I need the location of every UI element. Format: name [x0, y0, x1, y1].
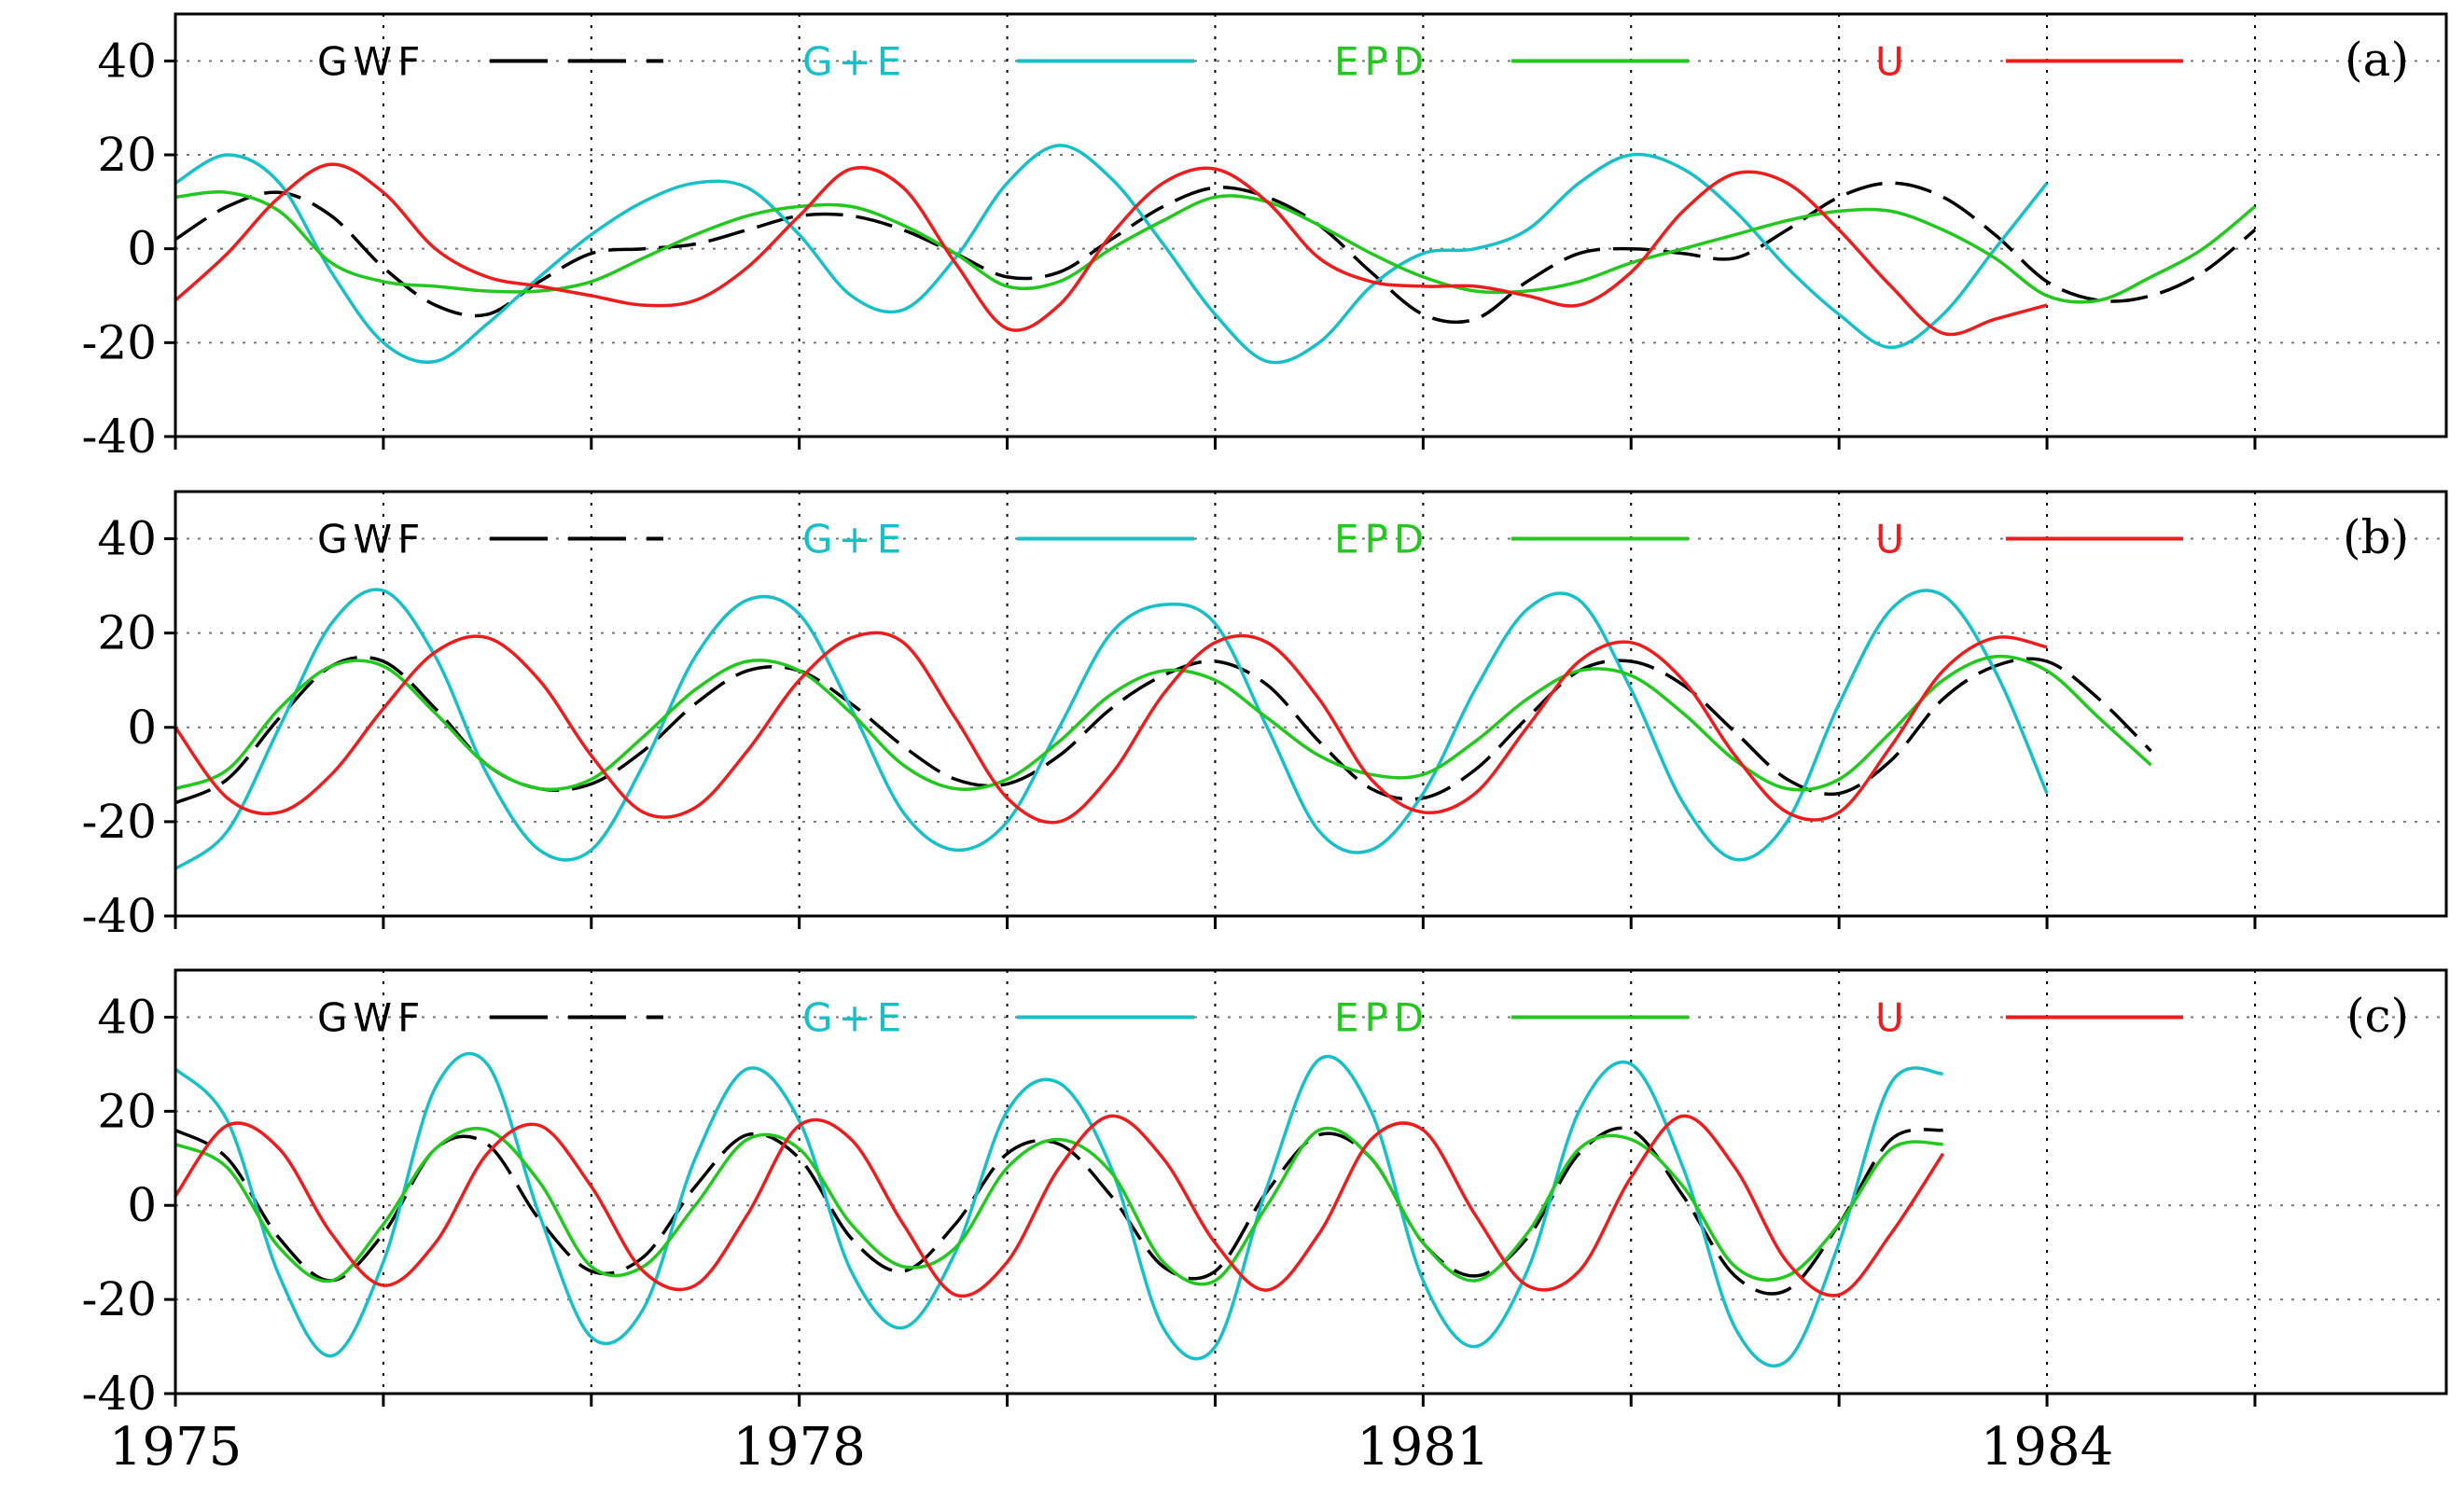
y-tick-label: 20	[97, 128, 157, 182]
series-line-epd	[175, 654, 2152, 792]
y-tick-label: -20	[81, 1272, 157, 1326]
x-axis-tick-labels: 1975 1978 1981 1984	[109, 1417, 2114, 1478]
y-tick-label: 20	[97, 1084, 157, 1138]
series-line-u	[175, 1114, 1945, 1298]
series-line-gpluse	[175, 144, 2049, 365]
legend-label-gwf: GWF	[317, 38, 425, 84]
y-tick-label: -20	[81, 315, 157, 369]
plot-frame	[174, 490, 2448, 918]
plot-frame	[174, 12, 2448, 438]
series-line-epd	[175, 1126, 1943, 1286]
legend-label-u: U	[1875, 38, 1910, 84]
panel-label: (b)	[2343, 510, 2409, 564]
y-tick-label: -40	[81, 1367, 157, 1421]
legend-label-epd: EPD	[1334, 517, 1429, 562]
series-line-gwf	[175, 181, 2257, 325]
y-tick-label: 0	[127, 1178, 157, 1232]
panel-label: (c)	[2346, 989, 2409, 1043]
legend-label-gwf: GWF	[317, 994, 425, 1040]
series-line-gpluse	[175, 1051, 1943, 1367]
series-line-gwf	[175, 655, 2152, 805]
panel-label: (a)	[2345, 33, 2409, 87]
plot-frame	[174, 968, 2448, 1395]
series-line-epd	[175, 190, 2257, 304]
panel-b: 40 20 0 -20 -40 GWF G+E EPD U (b)	[81, 490, 2448, 943]
y-tick-label: 40	[97, 34, 157, 88]
legend-label-u: U	[1875, 994, 1910, 1040]
x-tick-label: 1978	[732, 1417, 866, 1478]
legend-label-u: U	[1875, 517, 1910, 562]
series-line-u	[175, 162, 2048, 337]
y-tick-label: -40	[81, 889, 157, 943]
y-tick-label: -20	[81, 795, 157, 849]
panel-a: 40 20 0 -20 -40 GWF G+E EPD U (a)	[81, 12, 2448, 464]
x-tick-label: 1975	[109, 1417, 243, 1478]
series-line-u	[175, 631, 2048, 825]
y-tick-label: 40	[97, 990, 157, 1044]
x-tick-label: 1981	[1357, 1417, 1490, 1478]
legend-label-epd: EPD	[1334, 38, 1429, 84]
x-tick-label: 1984	[1981, 1417, 2114, 1478]
y-tick-label: 0	[127, 701, 157, 755]
panel-c: 40 20 0 -20 -40 GWF G+E EPD U (c)	[81, 968, 2448, 1421]
legend-label-gpluse: G+E	[802, 994, 907, 1040]
legend-label-epd: EPD	[1334, 994, 1429, 1040]
y-tick-label: -40	[81, 409, 157, 464]
y-tick-label: 20	[97, 606, 157, 660]
legend-label-gpluse: G+E	[802, 38, 907, 84]
y-tick-label: 40	[97, 512, 157, 566]
legend-label-gwf: GWF	[317, 517, 425, 562]
series-line-gpluse	[175, 588, 2049, 870]
legend-label-gpluse: G+E	[802, 517, 907, 562]
y-tick-label: 0	[127, 222, 157, 276]
